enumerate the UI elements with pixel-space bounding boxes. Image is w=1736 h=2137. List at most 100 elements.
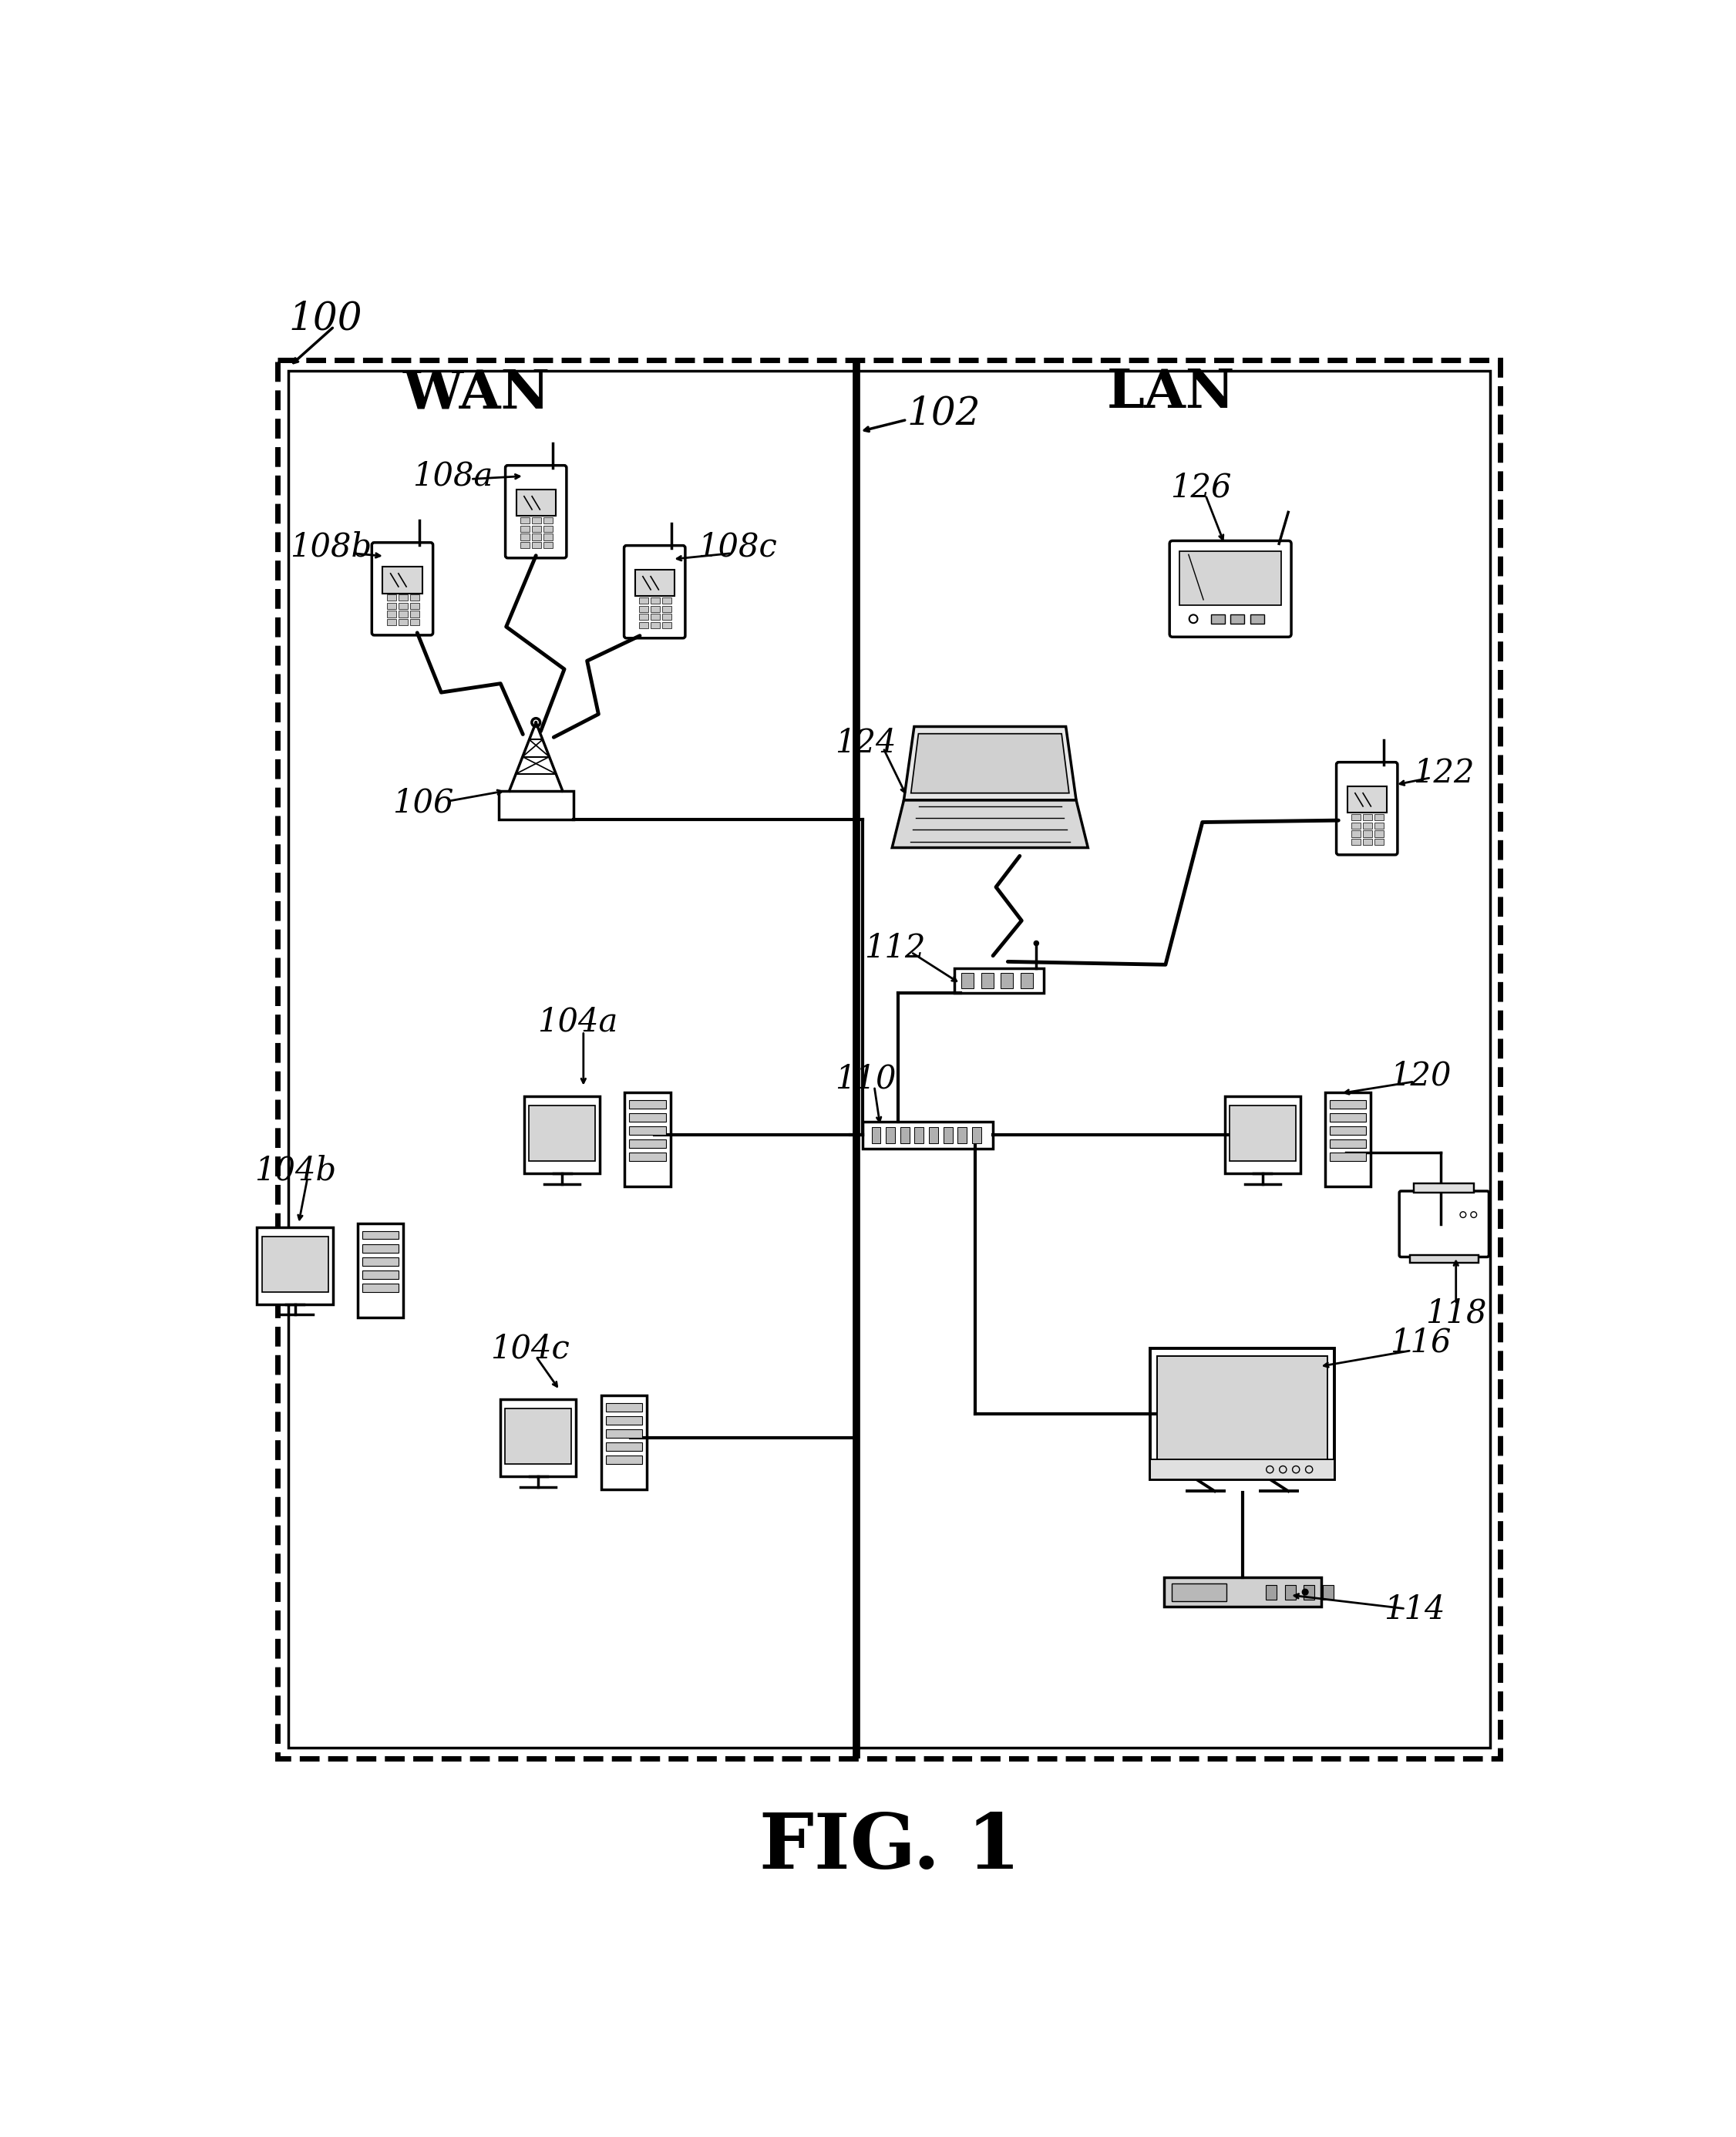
Bar [1224,1096,1300,1173]
Bar [543,526,552,532]
Bar [288,372,1489,1748]
Bar [363,1244,399,1252]
Bar [635,571,674,596]
Bar [661,622,672,628]
Bar [1000,972,1014,987]
Bar [1351,814,1361,821]
Bar [630,1126,667,1135]
Bar [531,517,542,524]
Bar [410,594,420,600]
Circle shape [1035,940,1038,945]
Bar [1323,1586,1333,1598]
Bar [639,622,648,628]
Bar [885,1126,896,1143]
Bar [651,622,660,628]
FancyBboxPatch shape [1399,1190,1489,1257]
Bar [1330,1139,1366,1148]
Bar [639,605,648,611]
Bar [1163,1577,1321,1607]
Bar [1351,831,1361,838]
Text: 126: 126 [1170,472,1231,504]
Bar [398,594,408,600]
Text: 110: 110 [835,1062,896,1094]
Bar [398,603,408,609]
Bar [1285,1586,1295,1598]
Bar [1363,823,1371,829]
Text: 118: 118 [1425,1297,1486,1329]
Bar [871,1126,880,1143]
Bar [1413,1184,1474,1192]
Bar [601,1395,648,1489]
Bar [1304,1586,1314,1598]
Bar [863,1122,993,1148]
Bar [278,361,1500,1759]
Bar [410,620,420,626]
Bar [1410,1254,1479,1263]
Text: 120: 120 [1391,1060,1451,1092]
Bar [1363,831,1371,838]
Bar [1229,1105,1295,1160]
Text: 100: 100 [288,299,363,338]
Bar [1351,840,1361,846]
Bar [661,596,672,603]
Bar [1158,1355,1326,1464]
Bar [387,594,396,600]
Text: 108b: 108b [290,532,372,564]
Bar [516,489,556,517]
Bar [901,1126,910,1143]
Text: LAN: LAN [1108,368,1236,419]
Bar [972,1126,981,1143]
Polygon shape [911,733,1069,793]
Bar [651,613,660,620]
Bar [651,605,660,611]
Bar [981,972,993,987]
Bar [521,534,529,541]
Bar [1347,786,1387,812]
Bar [1363,814,1371,821]
Bar [606,1402,642,1410]
Text: 114: 114 [1384,1594,1444,1626]
Bar [1231,613,1245,624]
Bar [1375,823,1384,829]
Bar [1330,1152,1366,1160]
Bar [398,620,408,626]
Text: 116: 116 [1391,1327,1451,1359]
Text: 104c: 104c [490,1333,569,1366]
Bar [1210,613,1224,624]
Bar [1375,840,1384,846]
Bar [639,613,648,620]
Bar [625,1092,670,1186]
FancyBboxPatch shape [1337,763,1397,855]
Polygon shape [904,727,1076,799]
Bar [1375,814,1384,821]
Bar [1266,1586,1278,1598]
Bar [521,543,529,549]
Bar [1172,1584,1227,1601]
Bar [1330,1101,1366,1109]
Bar [929,1126,937,1143]
Bar [915,1126,924,1143]
Bar [630,1139,667,1148]
Bar [955,968,1043,994]
Bar [524,1096,601,1173]
Bar [398,611,408,618]
FancyBboxPatch shape [505,466,566,558]
Bar [363,1284,399,1293]
Bar [943,1126,953,1143]
Text: 106: 106 [392,786,453,818]
Bar [962,972,974,987]
Text: 104a: 104a [536,1007,618,1039]
Bar [1330,1113,1366,1122]
Bar [1180,551,1281,605]
Bar [1375,831,1384,838]
Bar [1351,823,1361,829]
Bar [630,1101,667,1109]
FancyBboxPatch shape [623,545,686,639]
FancyBboxPatch shape [1170,541,1292,637]
Bar [529,1105,595,1160]
Polygon shape [892,799,1088,848]
Bar [543,543,552,549]
Bar [1363,840,1371,846]
Text: 108a: 108a [413,459,493,492]
Bar [387,620,396,626]
